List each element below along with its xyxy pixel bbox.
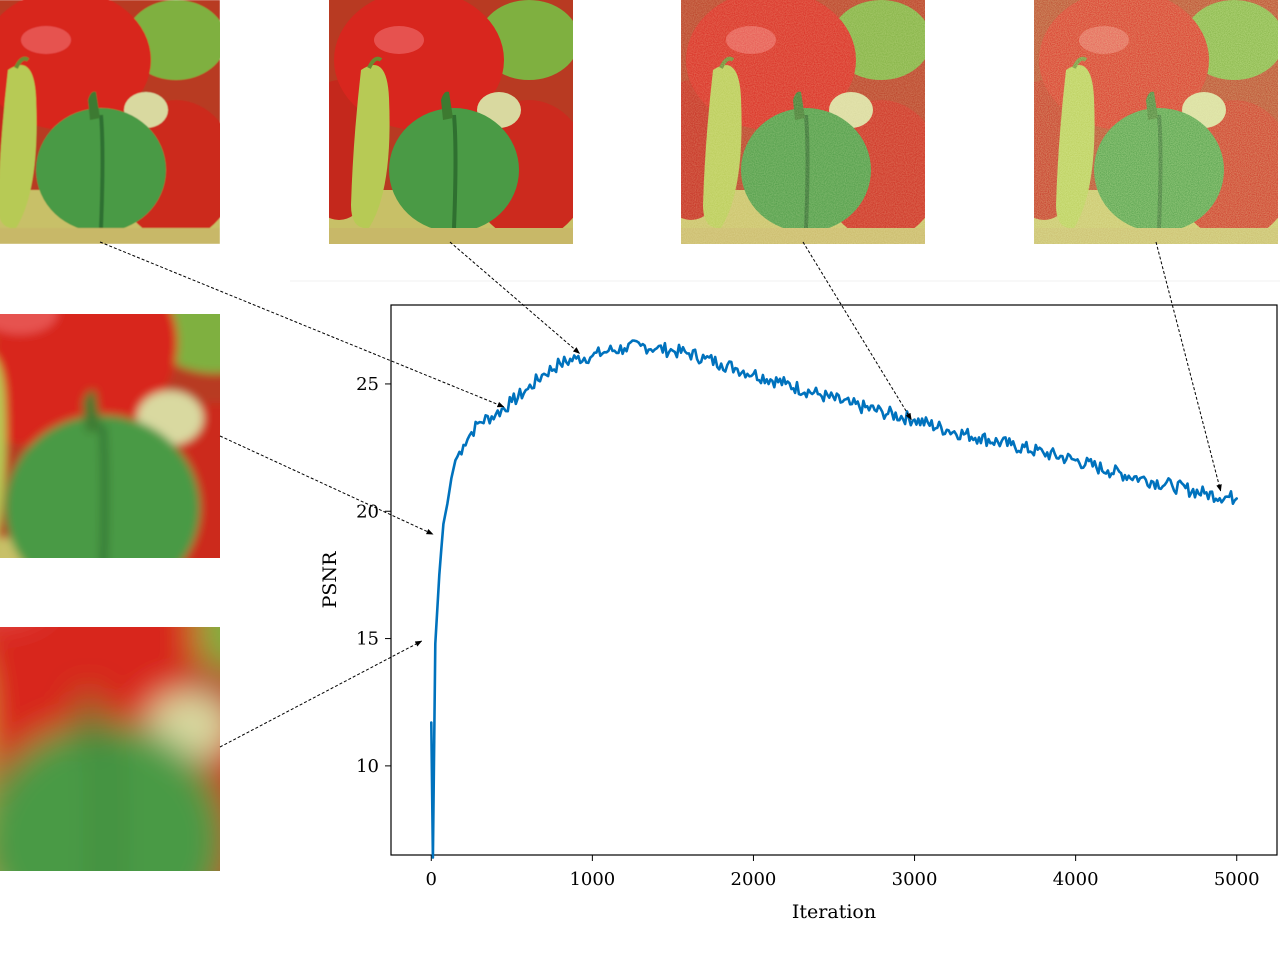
- annotation-arrow: [219, 435, 434, 535]
- thumbnail-iteration-5: [0, 498, 360, 956]
- plot-frame: [390, 304, 1278, 856]
- thumbnail-iteration-20: [0, 238, 305, 619]
- x-axis: 0 1000 2000 3000 4000 5000: [426, 855, 1260, 890]
- x-tick-label: 1000: [569, 869, 615, 890]
- thumbnail-iteration-3000: [681, 0, 925, 244]
- y-axis: 10 15 20 25: [356, 374, 391, 777]
- psnr-line: [430, 339, 1238, 859]
- y-tick-label: 10: [356, 756, 379, 777]
- x-tick-label: 5000: [1214, 869, 1260, 890]
- y-tick-label: 20: [356, 501, 379, 522]
- x-tick-label: 3000: [892, 869, 938, 890]
- x-axis-label: Iteration: [792, 901, 876, 923]
- annotation-arrow: [219, 640, 423, 748]
- x-tick-label: 4000: [1053, 869, 1099, 890]
- annotation-arrow: [99, 241, 505, 408]
- thumbnail-iteration-peak: [329, 0, 573, 244]
- annotation-arrow: [1155, 241, 1222, 492]
- x-tick-label: 0: [426, 869, 437, 890]
- annotation-arrow: [449, 241, 581, 354]
- thumbnail-iteration-early: [0, 0, 220, 244]
- y-tick-label: 25: [356, 374, 379, 395]
- y-tick-label: 15: [356, 629, 379, 650]
- thumbnail-iteration-5000: [1034, 0, 1278, 244]
- y-axis-label: PSNR: [319, 551, 341, 608]
- annotation-arrows: [99, 241, 1222, 748]
- x-tick-label: 2000: [731, 869, 777, 890]
